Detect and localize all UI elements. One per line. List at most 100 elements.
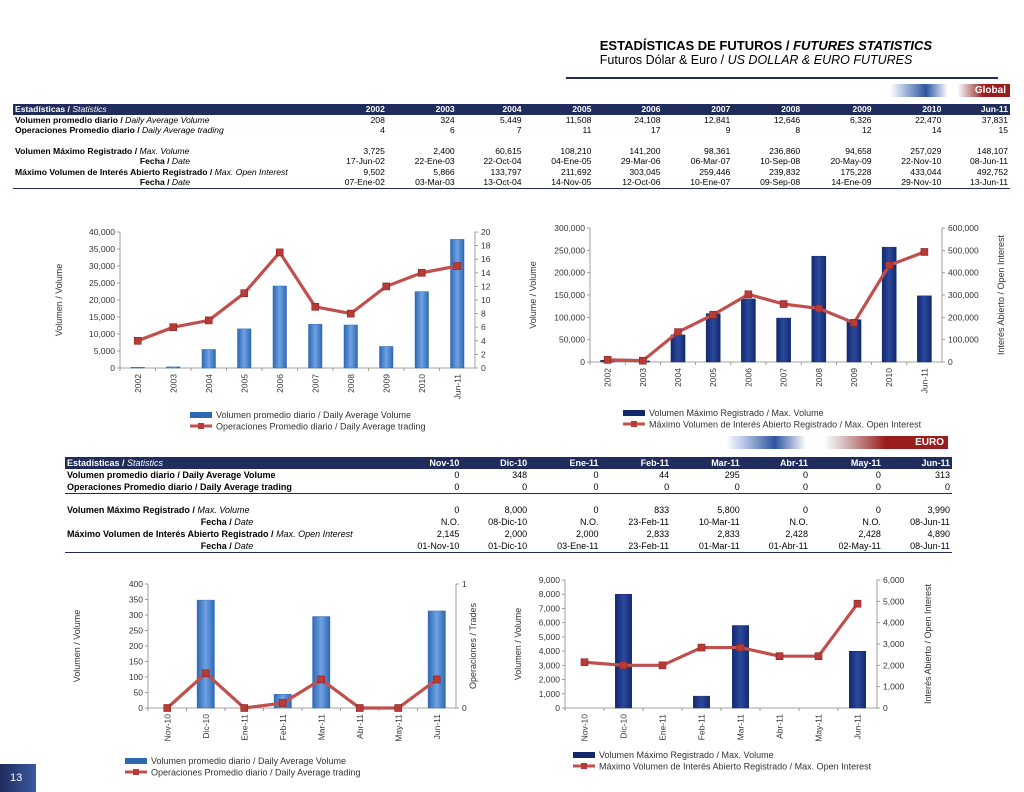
legend-bar-label: Volumen Máximo Registrado / Max. Volume (649, 408, 824, 418)
y-tick-label: 8,000 (539, 589, 561, 599)
bar (427, 610, 446, 709)
table-cell: 348 (512, 470, 528, 480)
y-axis-title: Volume / Volume (528, 261, 538, 329)
y-axis-title: Volumen / Volume (513, 608, 523, 681)
line-point (394, 704, 403, 712)
table-cell: 2,400 (433, 145, 455, 156)
page-header: ESTADÍSTICAS DE FUTUROS / FUTURES STATIS… (600, 38, 932, 67)
col-header: Ene-11 (529, 457, 601, 469)
legend-line-marker (198, 423, 204, 429)
x-tick-label: 2006 (743, 368, 753, 387)
page-number: 13 (0, 764, 36, 792)
table-row: Fecha / Date N.O. 08-Dic-10 N.O. 23-Feb-11 10… (200, 517, 950, 527)
table-cell: 02-May-11 (809, 540, 883, 553)
table-row: Operaciones Promedio diario / Daily Aver… (65, 481, 952, 494)
x-tick-label: Jun-11 (452, 374, 462, 400)
table-cell: 0 (454, 505, 460, 515)
bar (917, 295, 932, 363)
col-header: 2008 (732, 104, 803, 115)
line-point (240, 289, 249, 297)
y-tick-label: 3,000 (539, 660, 561, 670)
table-cell: 313 (934, 470, 950, 480)
global-band: Global (890, 84, 1010, 97)
x-tick-label: Abr-11 (355, 714, 365, 739)
y-tick-label: 350 (129, 595, 143, 605)
y-tick-label: 5,000 (94, 346, 116, 356)
y-tick-label: 100,000 (554, 312, 585, 322)
legend-bar-swatch (125, 758, 147, 764)
line-point (853, 599, 862, 608)
series-line (607, 250, 925, 363)
table-cell: 2,000 (504, 529, 528, 539)
y-tick-label: 25,000 (89, 278, 115, 288)
line-point (603, 356, 612, 364)
y-tick-label: 7,000 (539, 603, 561, 613)
x-tick-label: Ene-11 (239, 714, 249, 741)
table-cell: 7 (516, 125, 522, 135)
line-point (779, 300, 788, 308)
x-tick-label: 2004 (204, 374, 214, 393)
table-cell: 236,860 (769, 145, 801, 156)
table-cell: 324 (440, 114, 455, 125)
table-cell: 257,029 (910, 145, 942, 156)
col-header: 2009 (802, 104, 874, 115)
series-line (584, 602, 859, 667)
y-tick-label: 150,000 (554, 290, 585, 300)
table-cell: 0 (454, 470, 460, 480)
line-point (346, 309, 355, 318)
legend-bar-swatch (623, 410, 645, 416)
y2-tick-label: 4,000 (883, 618, 905, 628)
line-point (355, 704, 364, 712)
table-cell: 433,044 (910, 166, 942, 177)
table-cell: 303,045 (629, 166, 661, 177)
x-tick-label: 2004 (673, 368, 683, 387)
line-point (814, 304, 823, 313)
line-point (658, 661, 667, 670)
table-cell: 22-Ene-03 (414, 156, 455, 166)
global-statistics-table: Estadísticas / Statistics 2002 2003 2004… (13, 104, 1010, 189)
y-tick-label: 200 (129, 641, 143, 651)
table-cell: 14 (931, 125, 942, 135)
y-tick-label: 150 (129, 657, 143, 667)
table-cell: 07-Ene-02 (317, 177, 387, 189)
col-header: 2005 (523, 104, 594, 115)
table-cell: 12,841 (704, 114, 731, 125)
y2-tick-label: 1 (462, 579, 467, 589)
y2-tick-label: 12 (481, 281, 491, 291)
x-tick-label: Dic-10 (201, 714, 211, 739)
col-header: 2004 (456, 104, 524, 115)
y-tick-label: 10,000 (89, 329, 115, 339)
table-cell: 15 (998, 125, 1008, 135)
table-cell: 12,646 (773, 114, 801, 125)
y2-tick-label: 0 (481, 363, 486, 373)
table-row: Máximo Volumen de Interés Abierto Regist… (67, 529, 950, 539)
col-header: 2002 (317, 104, 387, 115)
table-cell: 98,361 (704, 145, 731, 156)
avg-volume-chart: 0 5,000 10,000 15,000 20,000 25,000 30,000 35,0… (54, 227, 491, 432)
line-point (317, 675, 326, 684)
line-point (240, 704, 249, 712)
x-tick-label: 2003 (638, 368, 648, 387)
col-header: Nov-10 (389, 457, 462, 469)
x-tick-label: Feb-11 (697, 714, 707, 741)
table-row: Fecha / Date 07-Ene-02 03-Mar-03 13-Oct-04 1… (13, 177, 1010, 189)
bar (615, 593, 632, 709)
table-cell: 37,831 (981, 114, 1008, 125)
y2-tick-label: 5,000 (883, 596, 905, 606)
y-axis-title: Volumen / Volume (72, 610, 82, 683)
y-tick-label: 400 (129, 579, 143, 589)
y2-tick-label: 200,000 (948, 312, 979, 322)
y2-tick-label: 6 (481, 322, 486, 332)
table-cell: 29-Nov-10 (873, 177, 944, 189)
table-cell: 08-Jun-11 (910, 517, 950, 527)
table-cell: 2,428 (858, 529, 881, 539)
table-cell: N.O. (440, 517, 460, 527)
bar (272, 285, 287, 369)
legend-line-marker (631, 421, 637, 427)
legend-bar-swatch (573, 752, 595, 758)
legend-bar-label: Volumen promedio diario / Daily Average … (216, 410, 411, 420)
y2-tick-label: 2 (481, 349, 486, 359)
y2-tick-label: 600,000 (948, 223, 979, 233)
table-cell: 0 (875, 505, 881, 515)
y-tick-label: 6,000 (539, 618, 561, 628)
